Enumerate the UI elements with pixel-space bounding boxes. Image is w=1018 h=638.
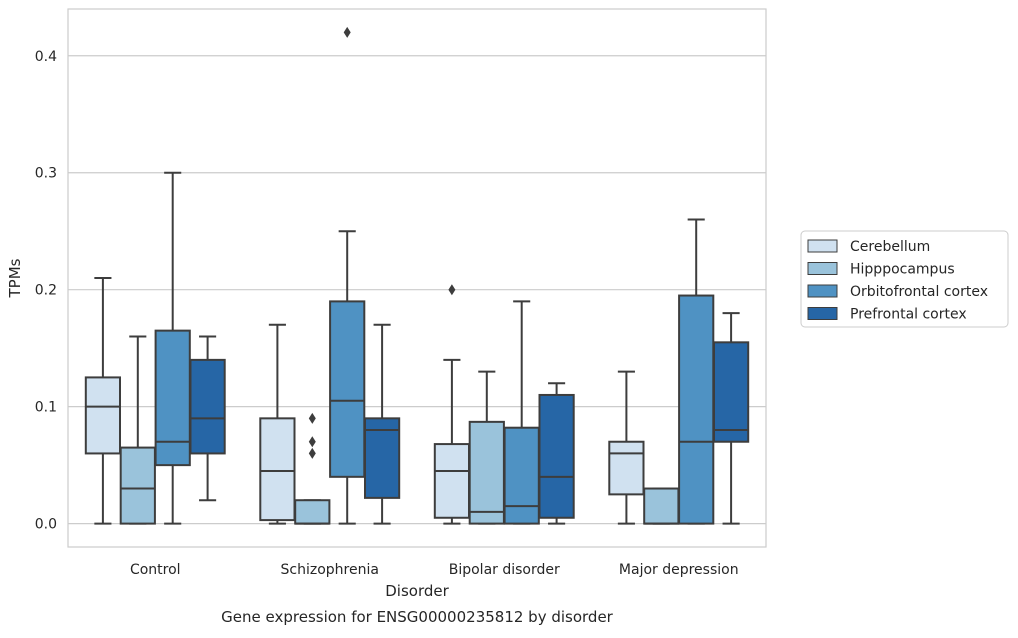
box-3-2: [678, 218, 715, 525]
box-0-1: [119, 335, 156, 525]
box-body: [363, 417, 401, 499]
chart-title: Gene expression for ENSG00000235812 by d…: [221, 608, 614, 626]
y-axis-title: TPMs: [6, 258, 24, 298]
legend-swatch: [807, 239, 838, 253]
outlier-point: [308, 412, 316, 424]
y-tick-label: 0.0: [35, 517, 57, 533]
box-body: [189, 358, 226, 455]
outlier-point: [343, 26, 351, 38]
box-0-3: [189, 335, 226, 502]
box-2-3: [538, 382, 575, 525]
x-axis-title: Disorder: [385, 582, 449, 600]
plot-frame: [67, 8, 767, 548]
box-0-0: [84, 277, 122, 525]
box-1-1: [294, 412, 331, 525]
box-2-2: [503, 300, 540, 525]
y-tick-label: 0.3: [35, 166, 57, 182]
legend-swatch: [807, 262, 838, 275]
box-body: [643, 487, 680, 525]
box-3-1: [643, 487, 680, 525]
box-body: [84, 376, 122, 455]
y-tick-labels: 0.0 0.1 0.2 0.3 0.4: [35, 49, 57, 533]
outlier-point: [448, 284, 456, 296]
box-0-2: [154, 171, 191, 525]
legend-label: Cerebellum: [850, 239, 930, 255]
box-body: [294, 499, 331, 525]
box-body: [538, 393, 575, 519]
x-tick-labels: Control Schizophrenia Bipolar disorder Majo…: [130, 562, 739, 578]
box-body: [259, 417, 296, 522]
box-1-3: [363, 323, 401, 525]
x-tick-label: Major depression: [619, 562, 739, 578]
box-3-0: [608, 370, 645, 525]
y-tick-label: 0.2: [35, 283, 57, 299]
y-tick-label: 0.4: [35, 49, 57, 65]
boxes-layer: [84, 26, 750, 525]
box-body: [678, 294, 715, 525]
legend-swatch: [807, 284, 838, 298]
legend-swatch: [807, 307, 838, 320]
box-body: [329, 300, 366, 478]
box-2-1: [468, 370, 505, 525]
box-body: [608, 440, 645, 496]
y-tick-label: 0.1: [35, 400, 57, 416]
x-tick-label: Control: [130, 562, 181, 578]
x-tick-label: Schizophrenia: [281, 562, 379, 578]
legend-label: Hipppocampus: [850, 262, 955, 278]
box-body: [712, 341, 750, 443]
box-2-0: [433, 284, 471, 525]
legend: Cerebellum Hipppocampus Orbitofrontal cort…: [800, 230, 1009, 328]
box-1-2: [329, 26, 366, 525]
box-body: [503, 426, 540, 525]
legend-label: Orbitofrontal cortex: [850, 284, 988, 300]
box-body: [433, 443, 471, 519]
box-body: [468, 420, 505, 525]
outlier-point: [308, 436, 316, 448]
legend-label: Prefrontal cortex: [850, 307, 967, 323]
x-tick-label: Bipolar disorder: [449, 562, 560, 578]
legend-frame: [800, 230, 1009, 328]
outlier-point: [308, 447, 316, 459]
box-3-3: [712, 312, 750, 525]
box-body: [119, 446, 156, 525]
box-1-0: [259, 323, 296, 525]
box-body: [154, 329, 191, 467]
